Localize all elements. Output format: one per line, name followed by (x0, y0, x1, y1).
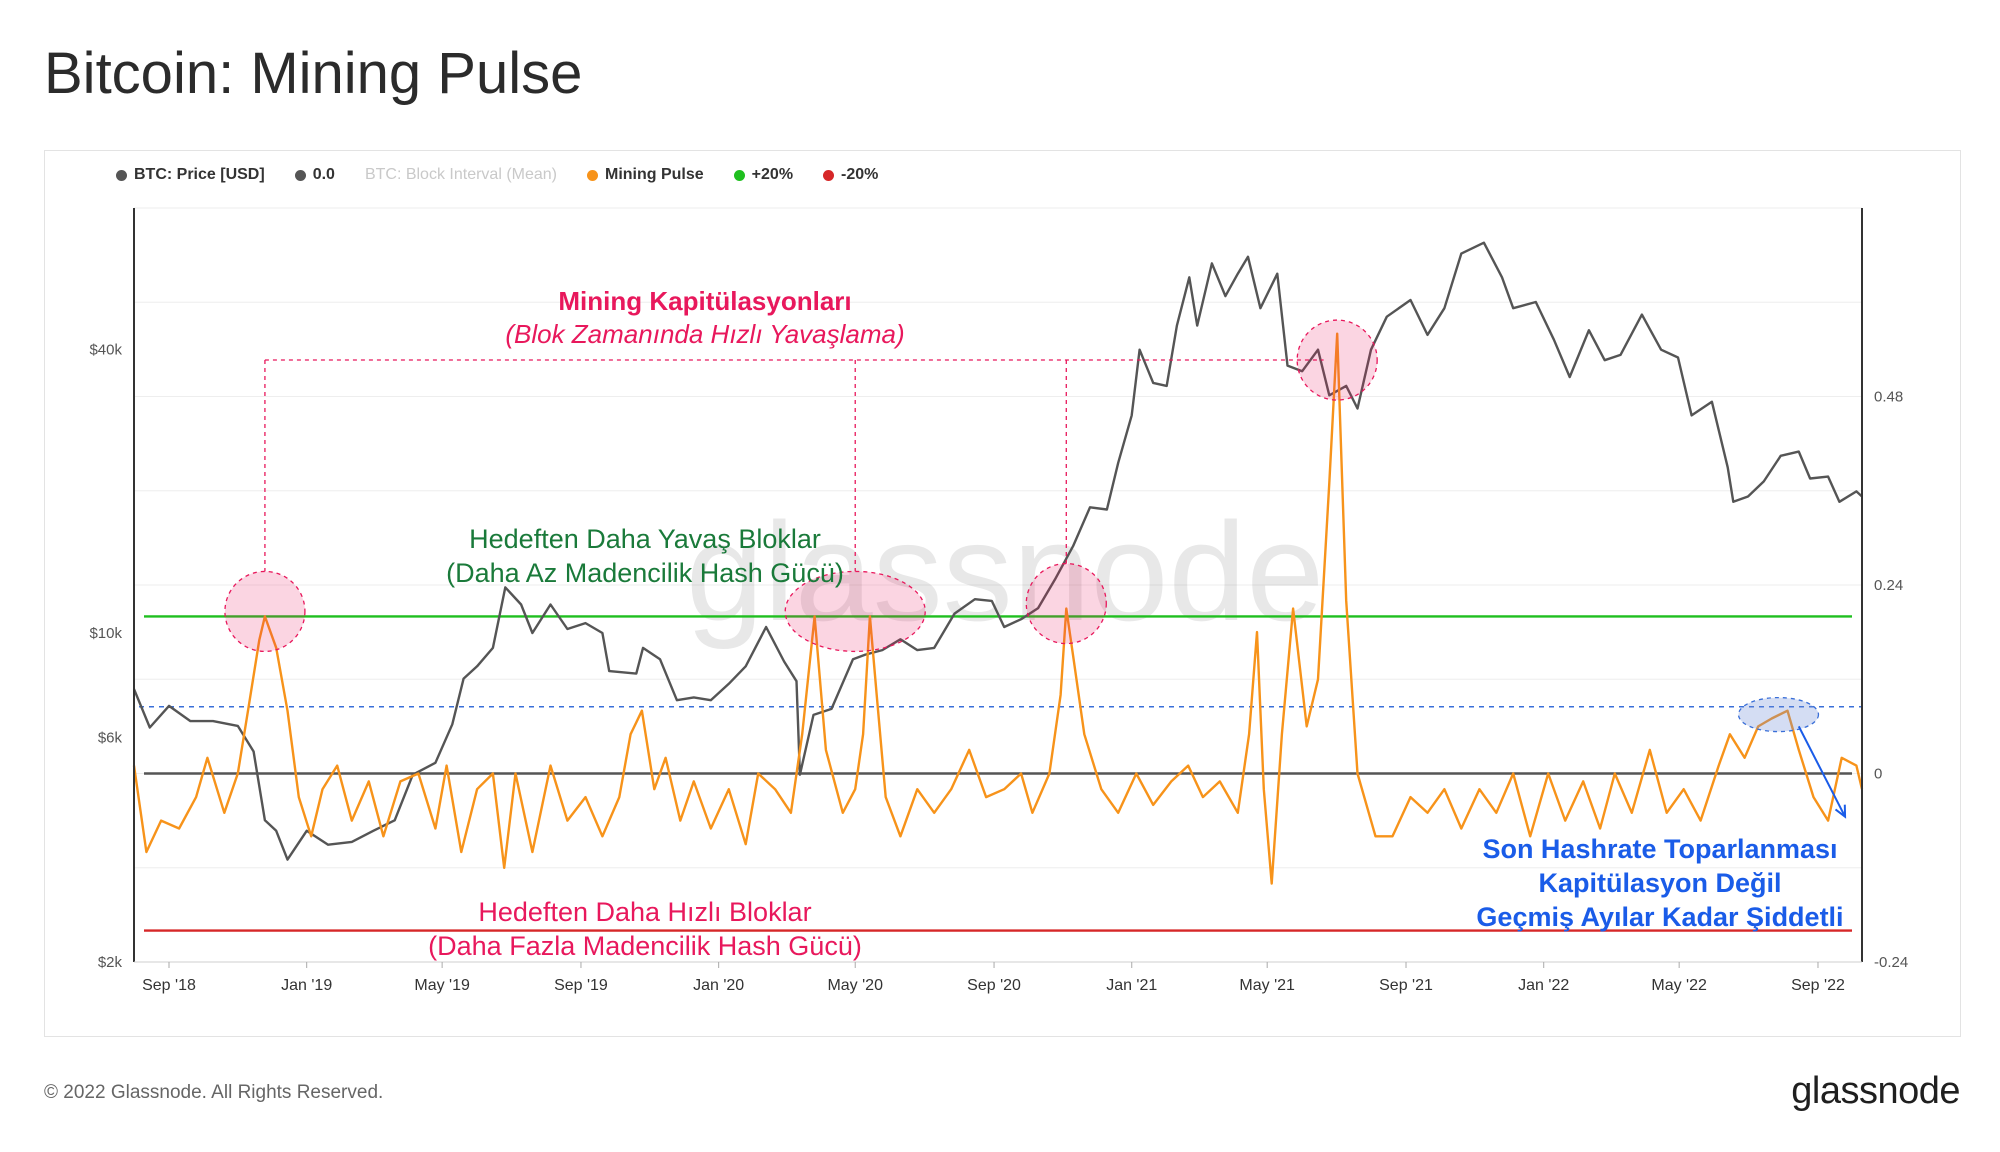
capitulation-marker (1025, 562, 1107, 645)
x-tick-label: Jan '20 (693, 977, 744, 994)
series-layer (132, 241, 1864, 885)
price-series-line (132, 241, 1863, 861)
capitulation-marker (224, 570, 306, 653)
left-tick-label: $6k (98, 729, 123, 746)
slower-blocks-title: Hedeften Daha Yavaş Bloklar (469, 524, 821, 554)
axis-layer: $2k $6k $10k $40k -0.24 0 0.24 0.48 Sep '18 Jan '… (89, 208, 1908, 994)
recent-recovery-line2: Kapitülasyon Değil (1538, 868, 1781, 898)
faster-blocks-title: Hedeften Daha Hızlı Bloklar (478, 897, 811, 927)
legend-item-mining-pulse[interactable]: Mining Pulse (587, 166, 704, 184)
x-tick-label: Jan '19 (281, 977, 332, 994)
watermark: glassnode (686, 493, 1324, 650)
capitulations-subtitle: (Blok Zamanında Hızlı Yavaşlama) (505, 319, 904, 349)
legend-label-mining-pulse: Mining Pulse (605, 166, 704, 183)
x-tick-label: May '21 (1239, 977, 1295, 994)
chart-legend: BTC: Price [USD] 0.0 BTC: Block Interval… (116, 166, 878, 184)
x-tick-label: Sep '20 (967, 977, 1021, 994)
right-tick-label: -0.24 (1874, 954, 1908, 971)
x-tick-label: Sep '21 (1379, 977, 1433, 994)
left-tick-label: $40k (89, 342, 122, 359)
annotation-layer (224, 319, 1847, 819)
legend-item-minus20[interactable]: -20% (823, 166, 878, 184)
left-tick-label: $10k (89, 625, 122, 642)
capitulations-title: Mining Kapitülasyonları (558, 286, 851, 316)
legend-item-price[interactable]: BTC: Price [USD] (116, 166, 265, 184)
x-tick-label: May '20 (827, 977, 883, 994)
legend-swatch-minus20 (823, 169, 835, 181)
legend-item-plus20[interactable]: +20% (733, 166, 794, 184)
legend-label-zero: 0.0 (312, 166, 335, 183)
chart-frame (44, 150, 1961, 1037)
x-tick-label: Sep '18 (142, 977, 196, 994)
recent-peak-marker (1737, 696, 1820, 733)
right-tick-label: 0.24 (1874, 577, 1903, 594)
x-tick-label: Jan '21 (1106, 977, 1157, 994)
recent-arrow-head (1834, 804, 1847, 819)
x-tick-label: Sep '19 (554, 977, 608, 994)
capitulation-marker (1296, 319, 1378, 401)
page-title: Bitcoin: Mining Pulse (44, 41, 583, 106)
legend-label-price: BTC: Price [USD] (134, 166, 265, 183)
capitulation-marker (784, 570, 926, 653)
x-tick-label: May '22 (1651, 977, 1707, 994)
legend-swatch-price (116, 169, 127, 181)
glassnode-logo[interactable]: glassnode (1791, 1070, 1960, 1112)
left-tick-label: $2k (98, 954, 123, 971)
slower-blocks-subtitle: (Daha Az Madencilik Hash Gücü) (446, 558, 844, 588)
recent-recovery-line3: Geçmiş Ayılar Kadar Şiddetli (1476, 902, 1843, 932)
legend-swatch-zero (294, 169, 306, 181)
legend-label-minus20: -20% (841, 166, 879, 183)
legend-label-block-interval: BTC: Block Interval (Mean) (364, 166, 557, 183)
recent-recovery-line1: Son Hashrate Toparlanması (1482, 834, 1837, 864)
footer-copyright: © 2022 Glassnode. All Rights Reserved. (44, 1082, 384, 1103)
right-tick-label: 0 (1874, 766, 1882, 783)
recent-arrow-shaft (1797, 725, 1846, 818)
right-tick-label: 0.48 (1874, 389, 1903, 406)
faster-blocks-subtitle: (Daha Fazla Madencilik Hash Gücü) (428, 931, 862, 961)
mining-pulse-series-line (132, 332, 1864, 885)
legend-swatch-mining-pulse (587, 169, 598, 181)
legend-label-plus20: +20% (751, 166, 794, 183)
x-tick-label: May '19 (414, 977, 470, 994)
legend-swatch-plus20 (733, 169, 745, 181)
x-tick-label: Sep '22 (1791, 977, 1845, 994)
legend-item-zero[interactable]: 0.0 (294, 166, 335, 184)
x-tick-label: Jan '22 (1518, 977, 1569, 994)
legend-item-block-interval[interactable]: BTC: Block Interval (Mean) (365, 166, 557, 184)
